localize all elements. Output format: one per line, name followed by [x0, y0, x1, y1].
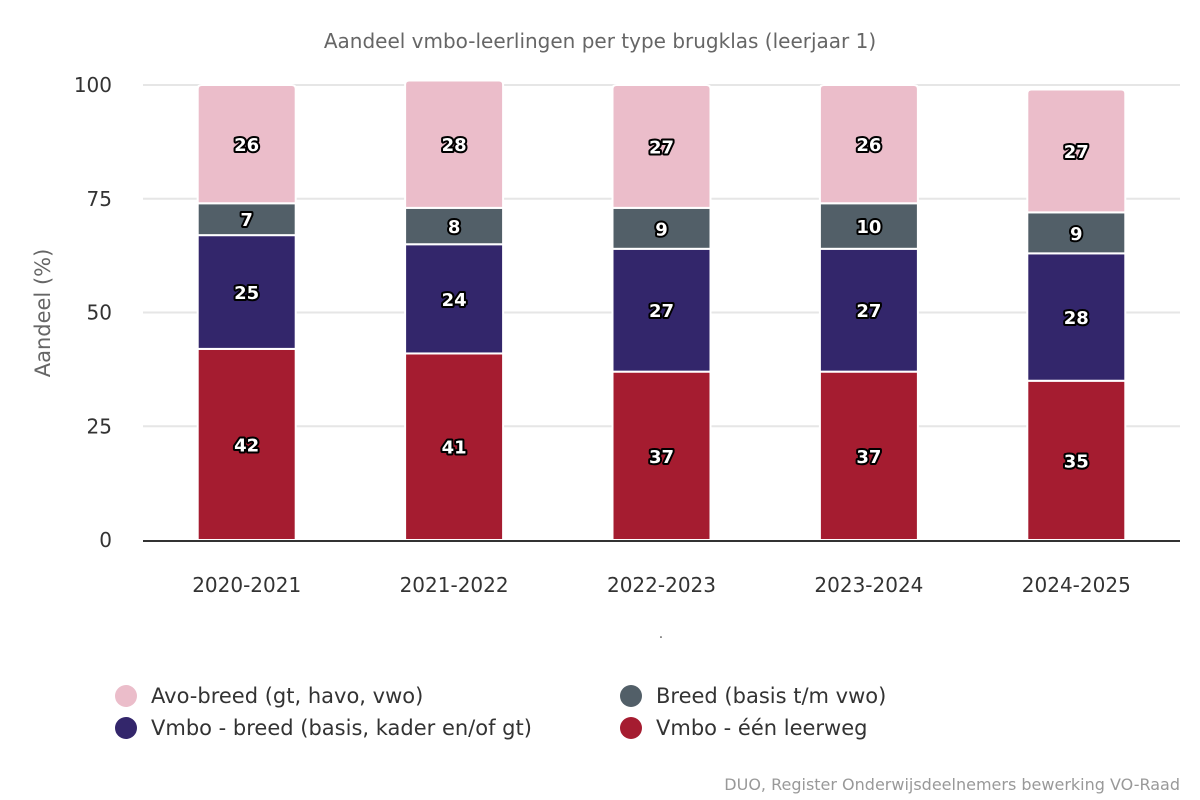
x-tick-label: 2020-2021 — [192, 573, 301, 597]
bar-segment[interactable] — [611, 206, 712, 250]
legend-label: Vmbo - breed (basis, kader en/of gt) — [151, 716, 532, 740]
y-tick-label: 100 — [74, 73, 112, 97]
bar-segment[interactable] — [404, 352, 505, 542]
data-label: 37 — [649, 447, 674, 468]
y-tick-label: 25 — [87, 414, 112, 438]
legend-label: Breed (basis t/m vwo) — [656, 684, 887, 708]
data-label: 9 — [655, 219, 668, 240]
legend-item-vmbo-een-leerweg[interactable]: Vmbo - één leerweg — [620, 716, 935, 740]
bar-segment[interactable] — [818, 370, 919, 541]
y-tick-label: 0 — [99, 528, 112, 552]
data-label: 7 — [240, 210, 253, 231]
y-axis-title: Aandeel (%) — [31, 249, 55, 378]
bar-segment[interactable] — [611, 370, 712, 541]
stacked-bar-chart: Aandeel vmbo-leerlingen per type brugkla… — [31, 29, 1180, 642]
data-labels: 42 25 7 26 41 24 8 28 37 27 9 27 37 27 10 26 35 28 9 27 — [232, 133, 1091, 474]
chart-title: Aandeel vmbo-leerlingen per type brugkla… — [324, 29, 876, 53]
x-tick-label: 2022-2023 — [607, 573, 716, 597]
data-label: 35 — [1064, 451, 1089, 472]
legend-dot-icon — [115, 717, 137, 739]
bar-segment[interactable] — [196, 234, 297, 350]
legend-item-avo-breed[interactable]: Avo-breed (gt, havo, vwo) — [115, 684, 620, 708]
bar-segment[interactable] — [1026, 252, 1127, 382]
x-axis-ticks: 2020-2021 2021-2022 2022-2023 2023-2024 2024… — [192, 573, 1131, 597]
data-label: 25 — [234, 283, 259, 304]
bar-segment[interactable] — [818, 202, 919, 250]
data-label: 8 — [448, 217, 461, 238]
data-label: 28 — [442, 135, 467, 156]
legend-label: Avo-breed (gt, havo, vwo) — [151, 684, 424, 708]
data-label: 27 — [856, 301, 881, 322]
x-tick-label: 2021-2022 — [400, 573, 509, 597]
legend-dot-icon — [620, 685, 642, 707]
bar-segment[interactable] — [404, 243, 505, 355]
data-label: 27 — [649, 137, 674, 158]
bar-segment[interactable] — [611, 247, 712, 373]
y-tick-label: 75 — [87, 187, 112, 211]
data-label: 28 — [1064, 308, 1089, 329]
data-label: 27 — [649, 301, 674, 322]
bar-segment[interactable] — [404, 206, 505, 246]
x-tick-label: 2023-2024 — [814, 573, 923, 597]
y-axis-ticks: 0 25 50 75 100 — [74, 73, 112, 552]
legend: Avo-breed (gt, havo, vwo) Breed (basis t… — [115, 684, 935, 740]
data-label: 42 — [234, 435, 259, 456]
y-tick-label: 50 — [87, 301, 112, 325]
bar-segment[interactable] — [404, 79, 505, 209]
bar-segment[interactable] — [196, 84, 297, 205]
bar-segment[interactable] — [196, 347, 297, 541]
x-axis-title: . — [659, 626, 663, 642]
bar-segment[interactable] — [818, 247, 919, 373]
data-label: 37 — [856, 447, 881, 468]
data-label: 27 — [1064, 142, 1089, 163]
bar-segment[interactable] — [1026, 88, 1127, 214]
data-label: 10 — [856, 217, 881, 238]
data-label: 41 — [442, 438, 467, 459]
credits[interactable]: DUO, Register Onderwijsdeelnemers bewerk… — [724, 775, 1180, 794]
legend-label: Vmbo - één leerweg — [656, 716, 868, 740]
legend-dot-icon — [115, 685, 137, 707]
x-tick-label: 2024-2025 — [1022, 573, 1131, 597]
data-label: 26 — [234, 135, 259, 156]
bar-segment[interactable] — [818, 84, 919, 205]
legend-item-vmbo-breed[interactable]: Vmbo - breed (basis, kader en/of gt) — [115, 716, 620, 740]
data-label: 26 — [856, 135, 881, 156]
bars — [196, 79, 1127, 542]
data-label: 24 — [442, 290, 467, 311]
bar-segment[interactable] — [611, 84, 712, 209]
data-label: 9 — [1070, 224, 1083, 245]
legend-item-breed[interactable]: Breed (basis t/m vwo) — [620, 684, 935, 708]
legend-dot-icon — [620, 717, 642, 739]
bar-segment[interactable] — [1026, 379, 1127, 541]
